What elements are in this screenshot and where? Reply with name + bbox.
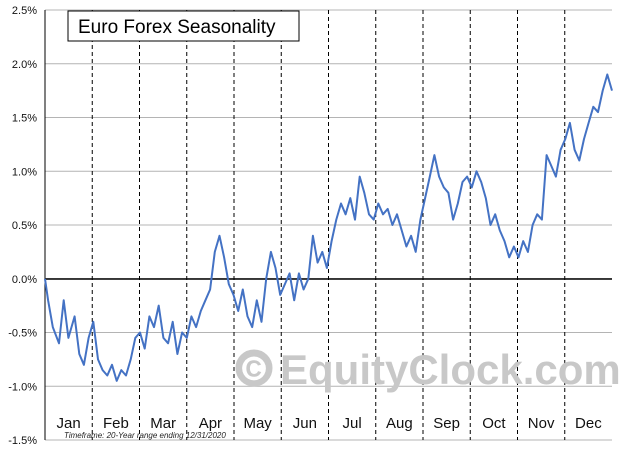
watermark-text: EquityClock.com <box>280 346 621 393</box>
timeframe-footnote: Timeframe: 20-Year range ending 12/31/20… <box>64 431 226 440</box>
x-tick-label: Oct <box>482 415 506 432</box>
x-tick-label: Dec <box>575 415 602 432</box>
copyright-icon <box>235 349 273 387</box>
y-tick-label: 1.0% <box>12 166 37 178</box>
x-tick-label: Jun <box>293 415 317 432</box>
y-tick-label: 0.5% <box>12 220 37 232</box>
chart-title-box: Euro Forex Seasonality <box>67 10 300 42</box>
y-tick-label: 1.5% <box>12 113 37 125</box>
x-tick-label: Jul <box>343 415 362 432</box>
y-tick-label: 0.0% <box>12 274 37 286</box>
x-tick-label: May <box>243 415 272 432</box>
month-dividers <box>91 10 566 440</box>
x-tick-label: Jan <box>57 415 81 432</box>
series-line <box>44 73 613 382</box>
x-axis-month-labels: Jan Feb Mar Apr May Jun Jul Aug Sep Oct Nov Dec <box>57 415 603 432</box>
x-tick-label: Apr <box>199 415 222 432</box>
y-axis-ticks: 2.5% 2.0% 1.5% 1.0% 0.5% 0.0% -0.5% -1.0% -1.5% <box>8 5 37 447</box>
x-tick-label: Sep <box>433 415 460 432</box>
y-tick-label: 2.5% <box>12 5 37 17</box>
y-tick-label: 2.0% <box>12 59 37 71</box>
x-tick-label: Mar <box>150 415 176 432</box>
x-tick-label: Nov <box>528 415 555 432</box>
x-tick-label: Aug <box>386 415 413 432</box>
x-tick-label: Feb <box>103 415 129 432</box>
watermark: © EquityClock.com <box>235 346 621 393</box>
y-tick-label: -0.5% <box>8 328 37 340</box>
title-box-border <box>67 10 300 42</box>
y-tick-label: -1.5% <box>8 435 37 447</box>
y-tick-label: -1.0% <box>8 381 37 393</box>
copyright-symbol: © <box>239 347 268 391</box>
chart-title: Euro Forex Seasonality <box>78 17 276 38</box>
